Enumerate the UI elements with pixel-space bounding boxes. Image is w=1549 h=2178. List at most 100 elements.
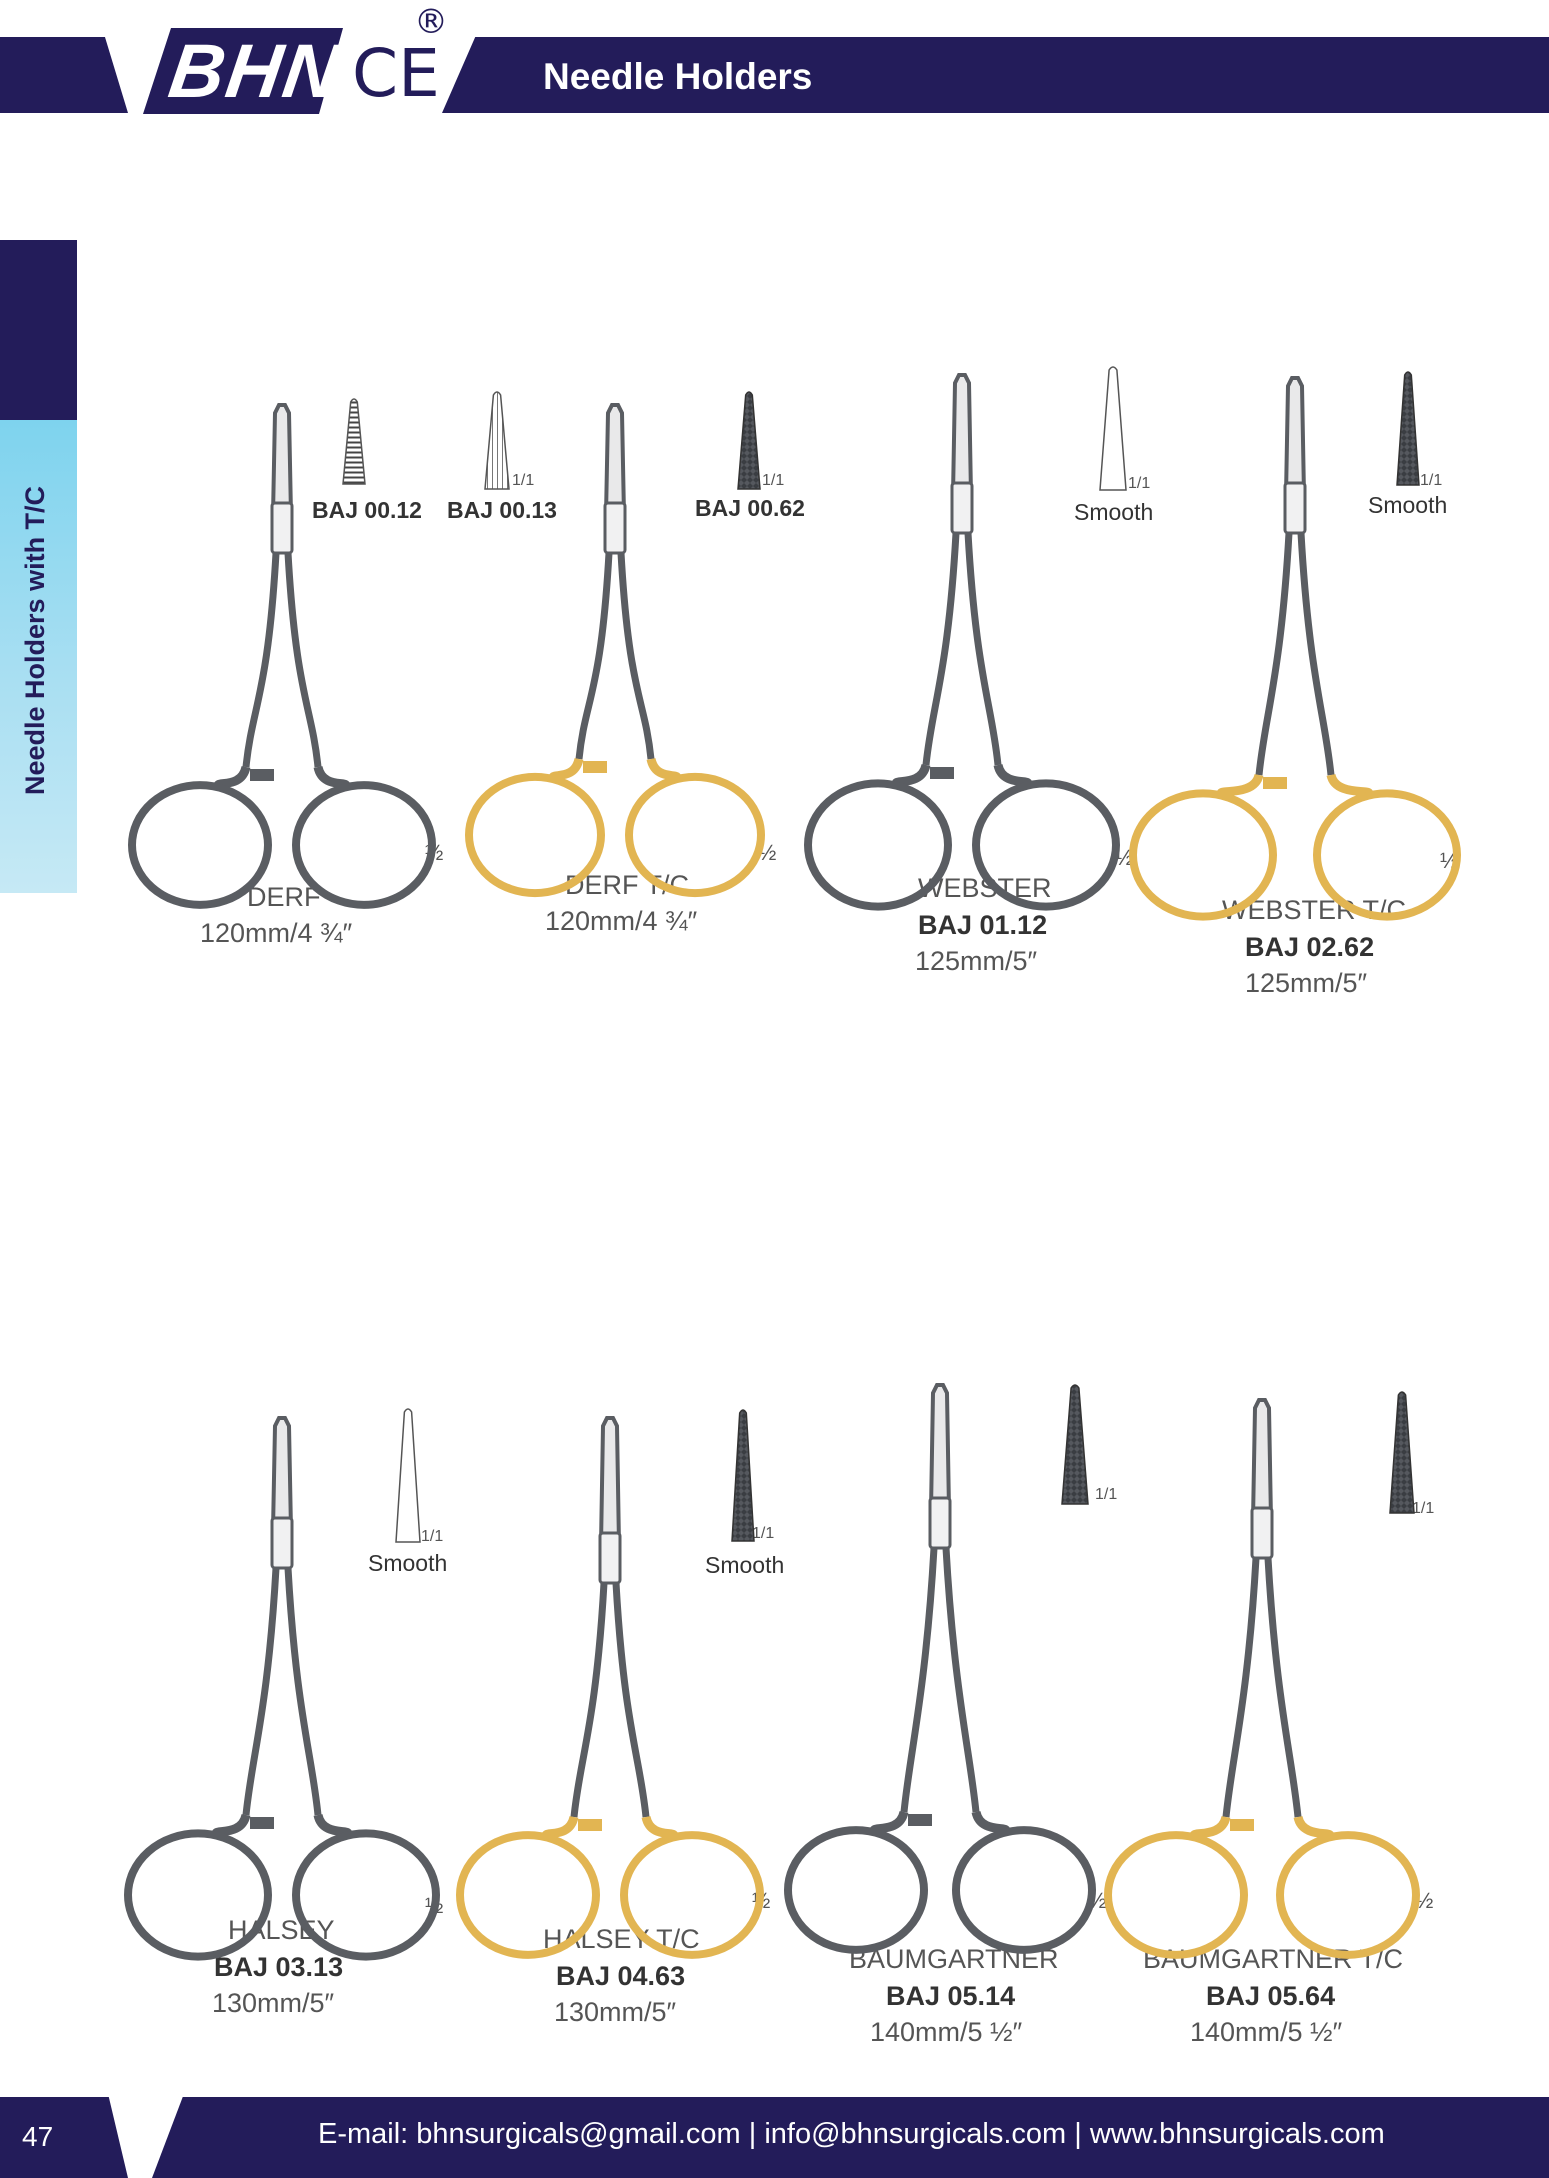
tip-scale: 1/1 — [752, 1525, 775, 1542]
side-tab-dark — [0, 240, 77, 420]
finger-ring-left — [456, 1831, 600, 1959]
instrument-halsey-tc — [456, 1416, 764, 1959]
instrument-halsey — [124, 1416, 440, 1961]
shank-right — [612, 1582, 650, 1818]
shank-left — [900, 1547, 938, 1813]
jaw — [1250, 1398, 1274, 1522]
handle-right — [993, 763, 1032, 788]
shank-left — [922, 532, 960, 766]
ratchet — [250, 1817, 274, 1829]
finger-ring-right — [292, 781, 436, 909]
footer-band — [152, 2097, 1549, 2178]
tip-scale: 1/1 — [762, 472, 785, 489]
tip-label: Smooth — [368, 1550, 448, 1576]
product-size-halsey: 130mm/5″ — [212, 1988, 335, 2018]
instrument-derf — [128, 403, 436, 909]
handle-left — [212, 1813, 251, 1838]
box-lock — [1283, 481, 1307, 535]
footer-band-left — [0, 2097, 128, 2178]
shank-right — [284, 1567, 322, 1816]
ce-mark: CE — [352, 35, 440, 112]
footer-contact[interactable]: E-mail: bhnsurgicals@gmail.com | info@bh… — [318, 2118, 1385, 2150]
handle-right — [313, 1813, 352, 1838]
box-lock — [603, 501, 627, 555]
tip-scale: 1/1 — [1128, 475, 1151, 492]
product-name-derf: DERF — [247, 882, 321, 912]
header-band-left — [0, 37, 128, 113]
box-lock — [270, 1516, 294, 1570]
handle-right — [1326, 773, 1373, 798]
handle-right — [1293, 1815, 1334, 1840]
handle-left — [1217, 773, 1264, 798]
handle-right — [313, 765, 350, 790]
tip-scale: 1/1 — [1412, 1500, 1435, 1517]
finger-ring-left — [1129, 789, 1277, 921]
handle-right — [971, 1810, 1010, 1835]
jaw — [950, 373, 974, 497]
handle-left — [549, 757, 584, 781]
tip-scale: 1/1 — [421, 1528, 444, 1545]
finger-ring-left — [124, 1829, 272, 1961]
registered-mark: ® — [414, 2, 448, 42]
instrument-webster — [804, 373, 1120, 911]
ratchet — [930, 767, 954, 779]
shank-right — [964, 532, 1002, 766]
shank-left — [1222, 1557, 1260, 1818]
product-size-baumgartner: 140mm/5 ½″ — [870, 2017, 1023, 2047]
product-size-baumgartner-tc: 140mm/5 ½″ — [1190, 2017, 1343, 2047]
tip-detail-serrated — [342, 398, 366, 485]
box-lock — [1250, 1506, 1274, 1560]
tip-detail-dark — [731, 1409, 755, 1542]
jaw — [598, 1416, 622, 1547]
finger-ring-left — [465, 772, 605, 898]
shank-right — [284, 552, 322, 768]
instrument-derf-tc — [465, 403, 765, 898]
shank-left — [242, 552, 280, 768]
box-lock — [598, 1531, 622, 1585]
tip-scale: 1/1 — [1420, 472, 1443, 489]
box-lock — [270, 501, 294, 555]
jaw — [603, 403, 627, 517]
jaw — [270, 403, 294, 517]
handle-right — [641, 1815, 678, 1840]
finger-ring-left — [128, 781, 272, 909]
box-lock — [928, 1496, 952, 1550]
handle-left — [1190, 1815, 1231, 1840]
shank-left — [575, 552, 613, 760]
product-size-derf-tc: 120mm/4 ¾″ — [545, 906, 698, 936]
tip-detail-dark — [737, 391, 761, 490]
finger-ring-right — [972, 779, 1120, 911]
product-code-halsey-tc: BAJ 04.63 — [556, 1961, 686, 1991]
page-number: 47 — [22, 2121, 54, 2152]
tip-label: Smooth — [1074, 499, 1154, 525]
tip-scale: 1/1 — [512, 472, 535, 489]
page-title: Needle Holders — [543, 56, 813, 97]
header-band — [442, 37, 1549, 113]
tip-label: BAJ 00.12 — [312, 497, 422, 523]
tip-detail-dark — [1061, 1384, 1089, 1505]
shank-left — [242, 1567, 280, 1816]
shank-left — [570, 1582, 608, 1818]
jaw — [270, 1416, 294, 1532]
handle-left — [870, 1810, 909, 1835]
tip-detail-smooth — [1099, 366, 1127, 491]
shank-right — [1264, 1557, 1302, 1818]
shank-right — [1297, 532, 1335, 776]
finger-ring-right — [625, 772, 765, 898]
tip-detail-dark — [1389, 1391, 1415, 1514]
shank-right — [617, 552, 655, 760]
product-code-halsey: BAJ 03.13 — [214, 1952, 344, 1982]
product-size-derf: 120mm/4 ¾″ — [200, 918, 353, 948]
product-size-webster: 125mm/5″ — [915, 946, 1038, 976]
ratchet — [908, 1814, 932, 1826]
shank-left — [1255, 532, 1293, 776]
handle-left — [214, 765, 251, 790]
brand-logo — [143, 28, 343, 114]
product-code-webster: BAJ 01.12 — [918, 910, 1048, 940]
ratchet — [578, 1819, 602, 1831]
handle-left — [892, 763, 931, 788]
ratchet — [250, 769, 274, 781]
tip-label: BAJ 00.62 — [695, 495, 805, 521]
instrument-baumgartner — [784, 1383, 1096, 1954]
tip-scale: 1/1 — [1095, 1486, 1118, 1503]
